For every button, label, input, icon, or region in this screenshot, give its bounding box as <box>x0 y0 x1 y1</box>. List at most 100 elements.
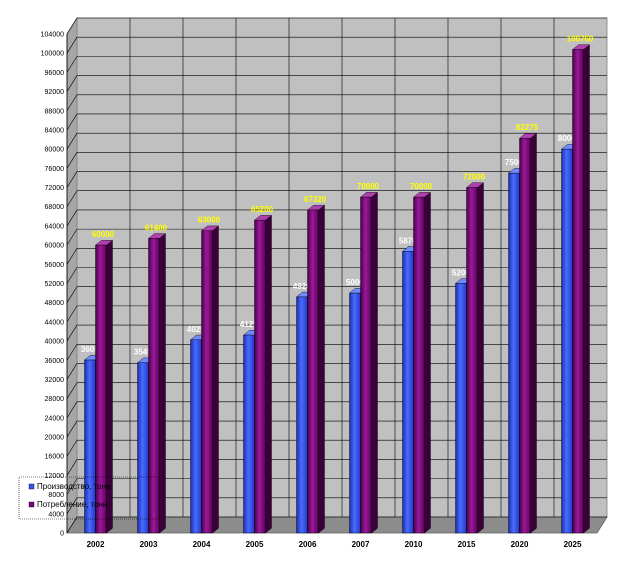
gridline-side <box>66 497 78 514</box>
gridline-side <box>66 363 78 380</box>
data-label: 49200 <box>293 282 316 291</box>
x-tick-label: 2007 <box>352 540 370 549</box>
gridline-side <box>66 344 78 361</box>
data-label: 58700 <box>399 236 422 245</box>
gridline-side <box>66 401 78 419</box>
y-tick-label: 0 <box>60 531 64 538</box>
y-tick-label: 64000 <box>45 223 65 230</box>
data-label: 80000 <box>558 134 581 143</box>
data-label: 75000 <box>505 158 528 167</box>
bar-consumption <box>94 239 114 534</box>
bar-consumption <box>465 182 485 534</box>
y-tick-label: 36000 <box>45 358 65 365</box>
data-label: 41250 <box>240 320 263 329</box>
y-tick-label: 4000 <box>48 511 64 518</box>
bar-consumption <box>571 44 591 534</box>
gridline-side <box>66 286 78 303</box>
y-tick-label: 56000 <box>45 262 65 269</box>
y-tick-label: 40000 <box>45 339 65 346</box>
legend-swatch <box>28 501 35 508</box>
gridline-side <box>66 132 78 150</box>
x-tick-label: 2015 <box>458 540 476 549</box>
bar-consumption <box>200 225 220 534</box>
legend-label: Производство, тонн <box>37 482 110 491</box>
legend-label: Потребление, тонн <box>37 500 107 509</box>
y-tick-label: 68000 <box>45 204 65 211</box>
data-label: 72000 <box>463 173 486 182</box>
data-label: 82275 <box>516 123 539 132</box>
data-label: 50000 <box>346 278 369 287</box>
x-tick-label: 2003 <box>140 540 158 549</box>
y-tick-label: 72000 <box>45 185 65 192</box>
gridline-side <box>66 248 78 265</box>
gridline-side <box>66 516 78 534</box>
data-label: 61400 <box>145 223 168 232</box>
y-tick-label: 48000 <box>45 300 65 307</box>
y-tick-label: 84000 <box>45 127 65 134</box>
data-label: 70000 <box>410 182 433 191</box>
bar-consumption <box>306 204 326 534</box>
legend-swatch <box>28 483 35 490</box>
gridline-side <box>66 37 78 54</box>
y-tick-label: 44000 <box>45 319 65 326</box>
gridline-side <box>66 56 78 73</box>
y-tick-label: 28000 <box>45 396 65 403</box>
x-tick-label: 2005 <box>246 540 264 549</box>
data-label: 40253 <box>187 325 210 334</box>
data-label: 70000 <box>357 182 380 191</box>
gridline-side <box>66 152 78 169</box>
gridline-side <box>66 228 78 246</box>
gridline-side <box>66 267 78 284</box>
gridline-side <box>66 190 78 207</box>
gridline-side <box>66 305 78 323</box>
y-tick-label: 32000 <box>45 377 65 384</box>
bar-consumption <box>147 233 167 534</box>
y-tick-label: 104000 <box>41 32 64 39</box>
gridline-side <box>66 478 78 495</box>
gridline-side <box>66 382 78 399</box>
gridline-side <box>66 17 78 35</box>
data-label: 52000 <box>452 269 475 278</box>
legend <box>18 476 160 520</box>
y-tick-label: 20000 <box>45 435 65 442</box>
data-label: 65200 <box>251 205 274 214</box>
x-tick-label: 2020 <box>511 540 529 549</box>
y-tick-label: 8000 <box>48 492 64 499</box>
gridline-side <box>66 440 78 457</box>
y-tick-label: 100000 <box>41 51 64 58</box>
y-tick-label: 16000 <box>45 454 65 461</box>
y-tick-label: 60000 <box>45 243 65 250</box>
gridline-side <box>66 75 78 92</box>
y-tick-label: 52000 <box>45 281 65 288</box>
x-tick-label: 2010 <box>405 540 423 549</box>
data-label: 60000 <box>92 230 115 239</box>
data-label: 36050 <box>81 345 104 354</box>
x-tick-label: 2025 <box>564 540 582 549</box>
bar-consumption <box>253 214 273 534</box>
x-tick-label: 2004 <box>193 540 211 549</box>
bar-consumption <box>412 191 432 534</box>
gridline-side <box>66 113 78 131</box>
bar-consumption <box>359 191 379 534</box>
y-tick-label: 92000 <box>45 89 65 96</box>
gridline-side <box>66 324 78 342</box>
gridline-side <box>66 171 78 188</box>
gridline-side <box>66 94 78 111</box>
y-tick-label: 88000 <box>45 108 65 115</box>
gridline-side <box>66 420 78 438</box>
y-tick-label: 96000 <box>45 70 65 77</box>
y-tick-label: 24000 <box>45 415 65 422</box>
x-tick-label: 2002 <box>87 540 105 549</box>
data-label: 100760 <box>567 35 594 44</box>
y-tick-label: 80000 <box>45 147 65 154</box>
data-label: 35492 <box>134 348 157 357</box>
gridline-side <box>66 459 78 476</box>
data-label: 63000 <box>198 216 221 225</box>
y-tick-label: 76000 <box>45 166 65 173</box>
bar-consumption <box>518 133 538 534</box>
x-tick-label: 2006 <box>299 540 317 549</box>
data-label: 67320 <box>304 195 327 204</box>
y-tick-label: 12000 <box>45 473 65 480</box>
